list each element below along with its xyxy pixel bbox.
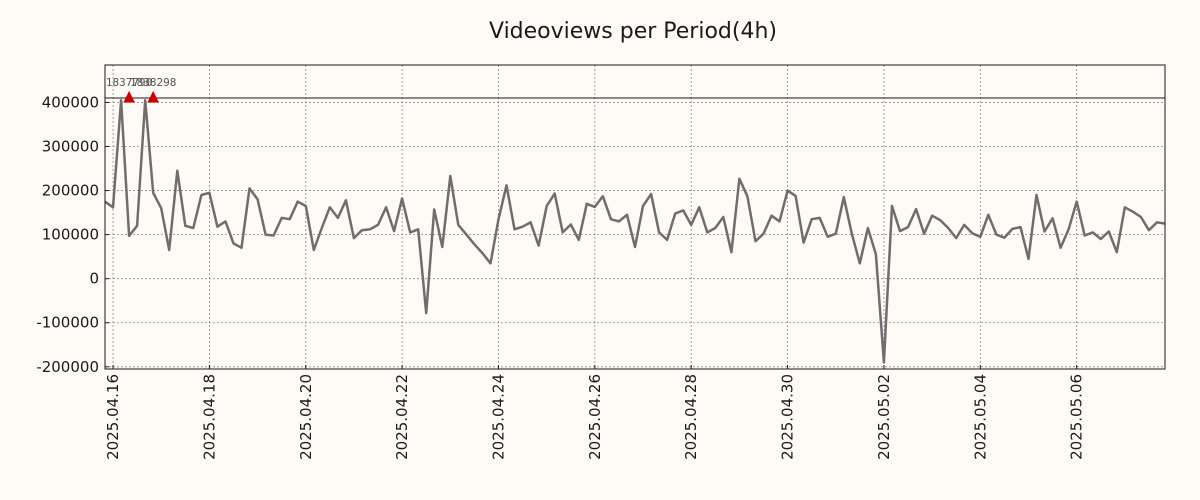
x-tick-label: 2025.04.18	[200, 374, 218, 460]
x-tick-label: 2025.04.20	[297, 374, 315, 460]
x-tick-label: 2025.04.16	[104, 374, 122, 460]
x-tick-label: 2025.05.06	[1068, 374, 1086, 460]
y-tick-label: 0	[89, 270, 99, 288]
y-tick-label: -200000	[36, 358, 99, 376]
y-tick-label: 100000	[42, 226, 99, 244]
grid-layer	[105, 65, 1165, 369]
peak-marker	[123, 90, 135, 103]
x-tick-label: 2025.04.30	[779, 374, 797, 460]
peak-marker	[147, 90, 159, 103]
y-tick-label: 200000	[42, 182, 99, 200]
plot-frame	[104, 64, 1166, 370]
y-tick-label: 400000	[42, 93, 99, 111]
series-line	[104, 98, 1166, 364]
chart-title: Videoviews per Period(4h)	[489, 19, 777, 44]
x-tick-label: 2025.04.28	[682, 374, 700, 460]
y-tick-label: -100000	[36, 314, 99, 332]
peak-label: 1838298	[130, 76, 176, 89]
series-layer	[104, 98, 1166, 364]
x-tick-label: 2025.04.24	[489, 374, 507, 460]
x-tick-label: 2025.05.02	[875, 374, 893, 460]
axis-layer: -200000 -100000 0 100000 200000 300000 400000 2…	[36, 93, 1085, 459]
x-tick-label: 2025.04.22	[393, 374, 411, 460]
x-tick-label: 2025.05.04	[971, 374, 989, 460]
x-tick-label: 2025.04.26	[586, 374, 604, 460]
peak-label: 1837790	[106, 76, 152, 89]
y-tick-label: 300000	[42, 138, 99, 156]
